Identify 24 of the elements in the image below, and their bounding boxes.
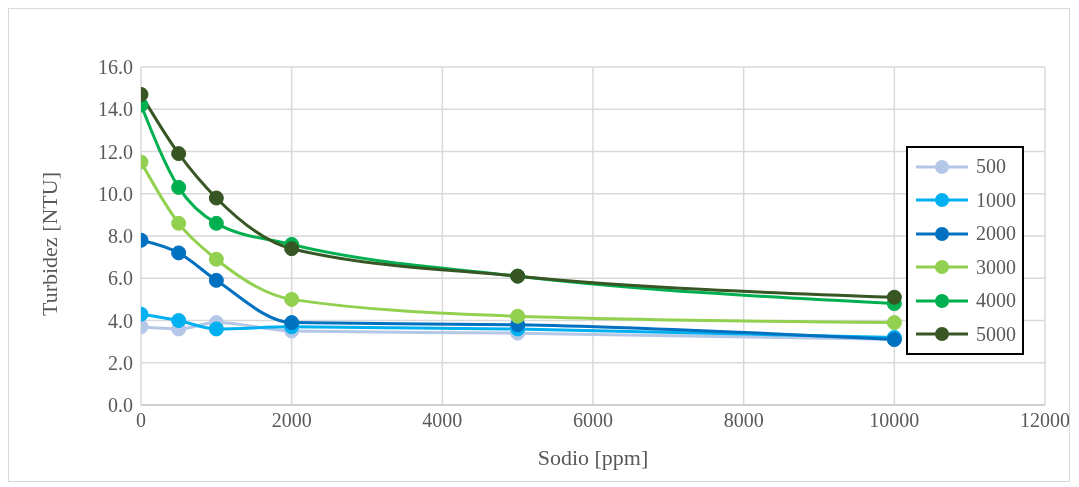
x-axis-title: Sodio [ppm] (537, 445, 649, 470)
x-tick-label: 10000 (869, 409, 920, 432)
x-tick-label: 0 (136, 409, 146, 432)
y-axis-title: Turbidez [NTU] (36, 172, 62, 316)
y-tick-label: 6.0 (108, 267, 133, 290)
y-tick-label: 0.0 (108, 394, 133, 417)
x-tick-label: 2000 (271, 409, 312, 432)
legend-label: 2000 (976, 222, 1016, 246)
x-tick-label: 12000 (1020, 409, 1070, 432)
legend-label: 3000 (976, 255, 1016, 279)
y-tick-label: 14.0 (98, 98, 133, 121)
x-tick-label: 6000 (573, 409, 613, 432)
y-tick-label: 8.0 (108, 225, 133, 248)
x-tick-label: 8000 (723, 409, 764, 432)
legend-label: 1000 (976, 188, 1016, 212)
y-tick-label: 4.0 (108, 309, 133, 332)
legend-label: 5000 (976, 322, 1016, 346)
y-tick-label: 10.0 (98, 182, 133, 205)
y-tick-label: 2.0 (108, 351, 133, 374)
y-tick-label: 12.0 (98, 140, 133, 163)
y-tick-label: 16.0 (98, 56, 133, 79)
legend-label: 4000 (976, 289, 1016, 313)
x-tick-label: 4000 (422, 409, 463, 432)
legend-label: 500 (976, 155, 1006, 179)
